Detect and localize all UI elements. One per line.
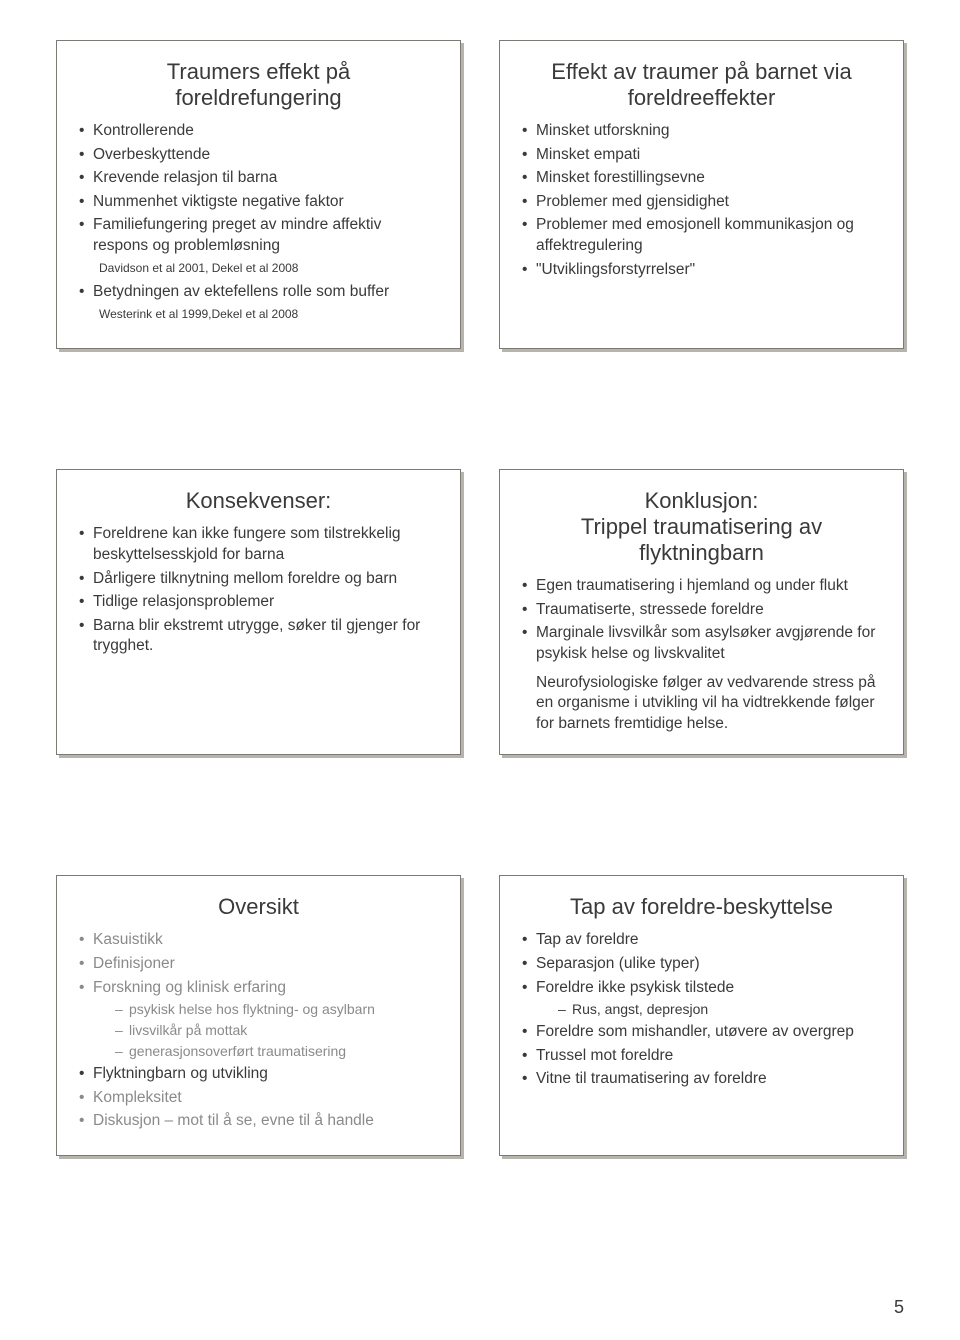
list-item-label: Forskning og klinisk erfaring [93, 979, 286, 996]
sub-item: generasjonsoverført traumatisering [115, 1042, 440, 1061]
list-item: Foreldre ikke psykisk tilstede Rus, angs… [520, 978, 883, 1020]
title-line: foreldrefungering [175, 85, 341, 110]
list-item: Krevende relasjon til barna [77, 168, 440, 189]
title-line: Effekt av traumer på barnet via [551, 59, 851, 84]
title-line: Konklusjon: [645, 488, 759, 513]
list-item: Forskning og klinisk erfaring psykisk he… [77, 978, 440, 1061]
list-item: Familiefungering preget av mindre affekt… [77, 215, 440, 256]
bullet-list: Kasuistikk Definisjoner Forskning og kli… [77, 930, 440, 1131]
list-item: Vitne til traumatisering av foreldre [520, 1069, 883, 1090]
list-item: Separasjon (ulike typer) [520, 954, 883, 975]
list-item: Tap av foreldre [520, 930, 883, 951]
list-item: Flyktningbarn og utvikling [77, 1064, 440, 1085]
panel-title: Oversikt [77, 894, 440, 920]
list-item: Foreldre som mishandler, utøvere av over… [520, 1022, 883, 1043]
list-item: Minsket utforskning [520, 121, 883, 142]
page-grid: Traumers effekt på foreldrefungering Kon… [0, 0, 960, 1188]
panel-title: Konsekvenser: [77, 488, 440, 514]
citation: Davidson et al 2001, Dekel et al 2008 [99, 261, 440, 277]
sub-list: psykisk helse hos flyktning- og asylbarn… [115, 1000, 440, 1061]
list-item: Problemer med emosjonell kommunikasjon o… [520, 215, 883, 256]
panel-tap-foreldre: Tap av foreldre-beskyttelse Tap av forel… [499, 875, 904, 1155]
bullet-list: Tap av foreldre Separasjon (ulike typer)… [520, 930, 883, 1090]
list-item: Foreldrene kan ikke fungere som tilstrek… [77, 524, 440, 565]
title-line: Traumers effekt på [167, 59, 350, 84]
list-item: Barna blir ekstremt utrygge, søker til g… [77, 616, 440, 657]
list-item: Problemer med gjensidighet [520, 192, 883, 213]
paragraph: Neurofysiologiske følger av vedvarende s… [536, 673, 883, 735]
panel-effekt-barnet: Effekt av traumer på barnet via foreldre… [499, 40, 904, 349]
title-line: Trippel traumatisering av flyktningbarn [581, 514, 822, 565]
panel-konklusjon: Konklusjon: Trippel traumatisering av fl… [499, 469, 904, 755]
panel-title: Effekt av traumer på barnet via foreldre… [520, 59, 883, 111]
list-item: Betydningen av ektefellens rolle som buf… [77, 282, 440, 303]
citation: Westerink et al 1999,Dekel et al 2008 [99, 307, 440, 323]
panel-traumers-effekt: Traumers effekt på foreldrefungering Kon… [56, 40, 461, 349]
page-number: 5 [894, 1297, 904, 1318]
list-item: "Utviklingsforstyrrelser" [520, 260, 883, 281]
panel-konsekvenser: Konsekvenser: Foreldrene kan ikke funger… [56, 469, 461, 755]
panel-title: Tap av foreldre-beskyttelse [520, 894, 883, 920]
sub-item: livsvilkår på mottak [115, 1021, 440, 1040]
list-item: Kompleksitet [77, 1088, 440, 1109]
bullet-list: Betydningen av ektefellens rolle som buf… [77, 282, 440, 303]
bullet-list: Kontrollerende Overbeskyttende Krevende … [77, 121, 440, 257]
list-item: Minsket empati [520, 145, 883, 166]
list-item: Egen traumatisering i hjemland og under … [520, 576, 883, 597]
list-item: Tidlige relasjonsproblemer [77, 592, 440, 613]
list-item: Marginale livsvilkår som asylsøker avgjø… [520, 623, 883, 664]
list-item-label: Foreldre ikke psykisk tilstede [536, 979, 734, 996]
list-item: Overbeskyttende [77, 145, 440, 166]
bullet-list: Foreldrene kan ikke fungere som tilstrek… [77, 524, 440, 657]
bullet-list: Minsket utforskning Minsket empati Minsk… [520, 121, 883, 280]
list-item: Dårligere tilknytning mellom foreldre og… [77, 569, 440, 590]
sub-item: Rus, angst, depresjon [558, 1000, 883, 1019]
list-item: Traumatiserte, stressede foreldre [520, 600, 883, 621]
panel-title: Konklusjon: Trippel traumatisering av fl… [520, 488, 883, 566]
bullet-list: Egen traumatisering i hjemland og under … [520, 576, 883, 664]
list-item: Diskusjon – mot til å se, evne til å han… [77, 1111, 440, 1132]
list-item: Trussel mot foreldre [520, 1046, 883, 1067]
sub-list: Rus, angst, depresjon [558, 1000, 883, 1019]
list-item: Nummenhet viktigste negative faktor [77, 192, 440, 213]
title-line: foreldreeffekter [628, 85, 776, 110]
list-item: Kasuistikk [77, 930, 440, 951]
panel-oversikt: Oversikt Kasuistikk Definisjoner Forskni… [56, 875, 461, 1155]
sub-item: psykisk helse hos flyktning- og asylbarn [115, 1000, 440, 1019]
list-item: Kontrollerende [77, 121, 440, 142]
list-item: Definisjoner [77, 954, 440, 975]
list-item: Minsket forestillingsevne [520, 168, 883, 189]
panel-title: Traumers effekt på foreldrefungering [77, 59, 440, 111]
